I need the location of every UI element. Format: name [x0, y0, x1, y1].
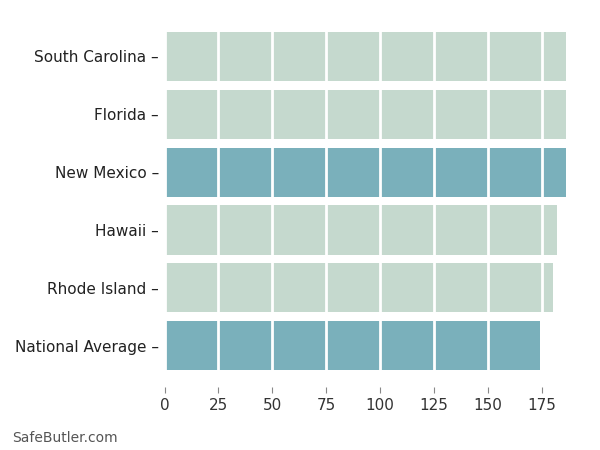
Bar [164, 321, 540, 370]
Bar [164, 205, 557, 255]
Text: SafeButler.com: SafeButler.com [12, 432, 118, 446]
Bar [164, 90, 566, 139]
Bar [164, 148, 566, 197]
Bar [164, 32, 566, 81]
Bar [164, 263, 553, 312]
